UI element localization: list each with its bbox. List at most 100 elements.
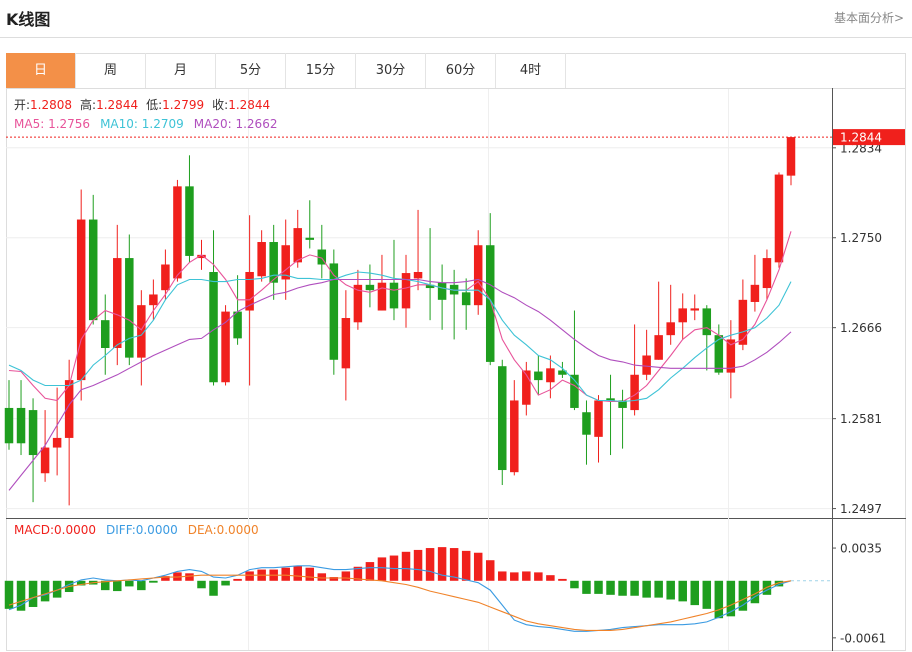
candle-body xyxy=(389,282,399,309)
last-price-label: 1.2844 xyxy=(840,131,882,145)
macd-bar xyxy=(678,580,687,602)
candle-body xyxy=(317,249,327,265)
tab[interactable]: 15分 xyxy=(286,53,356,88)
macd-bar xyxy=(197,580,206,589)
last-price-box xyxy=(833,129,905,146)
macd-bar xyxy=(52,580,62,598)
macd-bar xyxy=(437,547,447,581)
tab[interactable]: 5分 xyxy=(216,53,286,88)
macd-bar xyxy=(233,578,242,581)
macd-bar xyxy=(738,580,748,611)
ohlc-value: 1.2844 xyxy=(96,98,138,112)
macd-bar xyxy=(125,580,134,587)
tab[interactable]: 60分 xyxy=(426,53,496,88)
candle-body xyxy=(461,292,471,306)
legend-value: 1.2756 xyxy=(48,117,90,131)
candle-body xyxy=(738,299,748,345)
candle-body xyxy=(485,245,495,362)
macd-bar xyxy=(546,575,555,581)
candle-body xyxy=(762,258,772,289)
candle-body xyxy=(618,400,627,408)
candle-body xyxy=(726,339,736,373)
macd-bar xyxy=(582,580,591,594)
candle-body xyxy=(654,335,663,360)
tab[interactable]: 月 xyxy=(146,53,216,88)
macd-bar xyxy=(461,550,471,581)
legend-value: 0.0000 xyxy=(217,523,259,537)
tab[interactable]: 30分 xyxy=(356,53,426,88)
candle-body xyxy=(329,263,339,360)
macd-bar xyxy=(714,580,724,619)
y-tick-label: 1.2581 xyxy=(840,412,882,426)
candle-body xyxy=(257,242,266,277)
macd-bar xyxy=(594,580,603,594)
tab[interactable]: 周 xyxy=(76,53,146,88)
legend-name: MACD xyxy=(14,523,50,537)
legend-name: DIFF xyxy=(106,523,133,537)
legend-name: MA5 xyxy=(14,117,40,131)
legend-value: 1.2662 xyxy=(235,117,277,131)
macd-bar xyxy=(774,580,784,587)
candle-body xyxy=(341,318,351,369)
candle-body xyxy=(173,186,182,279)
candle-body xyxy=(125,258,134,358)
candle-body xyxy=(137,305,146,358)
candle-body xyxy=(100,320,110,348)
candle-body xyxy=(233,311,242,339)
candle-body xyxy=(558,370,567,375)
candle-body xyxy=(425,284,435,289)
candle-body xyxy=(269,242,278,283)
candle-body xyxy=(52,437,62,448)
ohlc-legend: 开:1.2808 高:1.2844 低:1.2799 收:1.2844 xyxy=(14,97,270,112)
fundamental-link[interactable]: 基本面分析> xyxy=(833,11,904,25)
macd-bar xyxy=(750,580,760,604)
macd-bar xyxy=(209,580,218,596)
macd-bar xyxy=(185,573,194,581)
macd-bar xyxy=(606,580,615,595)
candle-body xyxy=(76,219,86,381)
macd-bar xyxy=(149,580,158,583)
candle-body xyxy=(437,282,447,300)
tab[interactable]: 日 xyxy=(6,53,76,88)
candle-body xyxy=(161,264,170,291)
page-title: K线图 xyxy=(6,10,51,29)
macd-bar xyxy=(690,580,700,606)
candle-body xyxy=(28,410,38,456)
macd-bar xyxy=(221,580,230,586)
candle-body xyxy=(546,368,555,383)
macd-line xyxy=(8,574,792,631)
tab[interactable]: 4时 xyxy=(496,53,566,88)
candle-body xyxy=(786,137,796,176)
candle-body xyxy=(281,245,290,280)
ohlc-value: 1.2799 xyxy=(162,98,204,112)
candle-body xyxy=(774,174,784,263)
ohlc-value: 1.2808 xyxy=(30,98,72,112)
macd-bar xyxy=(76,580,86,586)
macd-bar xyxy=(498,571,507,581)
candle-body xyxy=(209,271,218,383)
macd-bar xyxy=(702,580,712,609)
macd-bar xyxy=(377,557,387,581)
y-tick-label: 1.2750 xyxy=(840,231,882,245)
legend-name: MA10 xyxy=(100,117,134,131)
candle-body xyxy=(413,271,423,279)
candle-body xyxy=(149,294,158,306)
candle-body xyxy=(293,228,302,263)
macd-bar xyxy=(353,566,363,581)
candle-body xyxy=(245,271,254,311)
macd-bar xyxy=(329,577,339,581)
macd-bar xyxy=(281,567,290,581)
macd-bar xyxy=(137,580,146,591)
macd-bar xyxy=(630,580,639,596)
candle-body xyxy=(88,219,98,321)
macd-bar xyxy=(449,548,459,581)
candle-body xyxy=(221,311,230,383)
macd-bar xyxy=(558,578,567,581)
macd-bar xyxy=(161,576,170,581)
macd-line xyxy=(8,565,792,632)
candle-body xyxy=(510,400,519,473)
legend-name: DEA xyxy=(188,523,214,537)
candle-body xyxy=(630,374,639,411)
